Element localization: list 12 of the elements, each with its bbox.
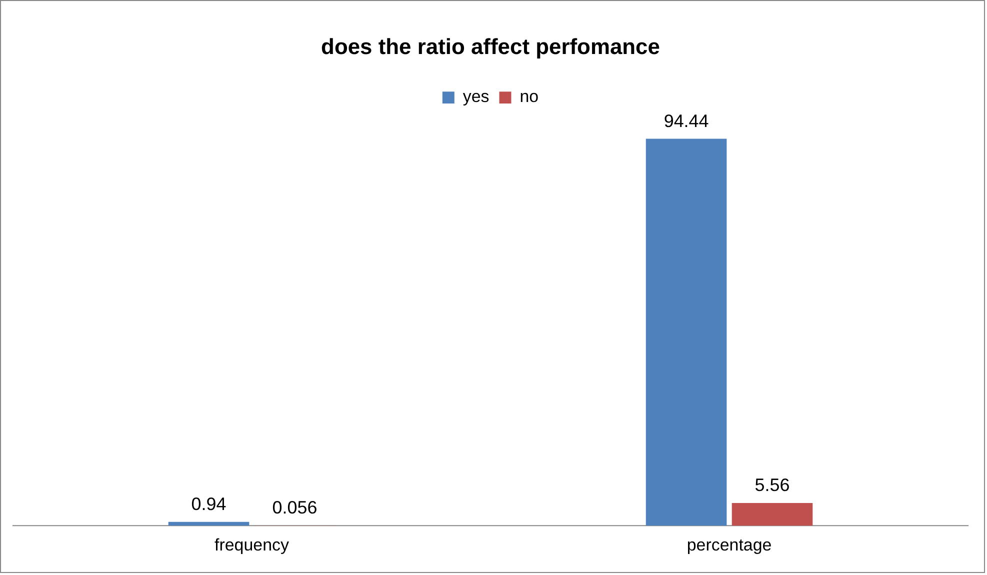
bar bbox=[646, 138, 727, 526]
data-label: 0.056 bbox=[272, 498, 318, 518]
bar bbox=[168, 522, 250, 526]
x-tick-label: frequency bbox=[214, 536, 290, 555]
legend-label: no bbox=[520, 87, 539, 106]
legend-label: yes bbox=[462, 87, 490, 106]
data-label: 94.44 bbox=[664, 110, 709, 131]
data-label: 0.94 bbox=[191, 494, 226, 514]
chart-title: does the ratio affect perfomance bbox=[321, 34, 660, 60]
bar bbox=[732, 502, 813, 526]
x-tick-label: percentage bbox=[686, 536, 772, 555]
data-label: 5.56 bbox=[754, 475, 790, 495]
